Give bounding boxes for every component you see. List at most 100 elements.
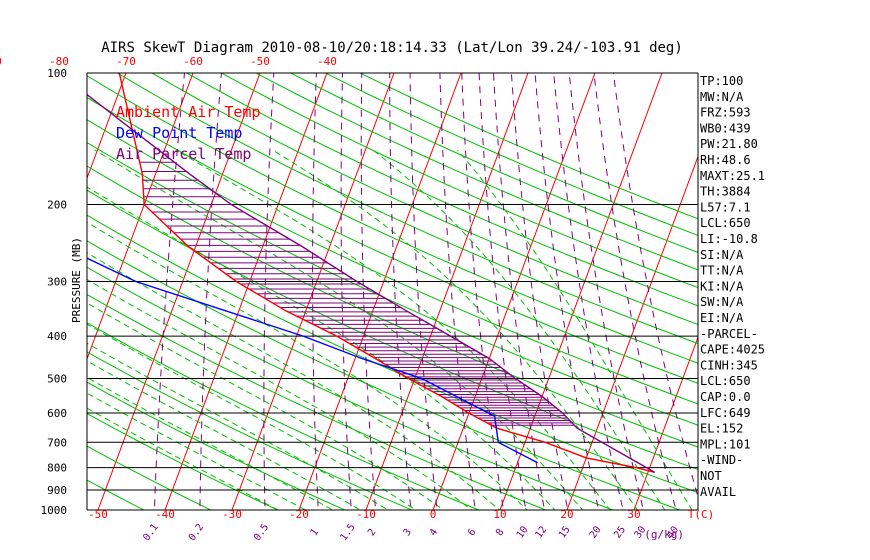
dry-adiabat-line: [87, 381, 347, 510]
isotherm-line: [365, 73, 529, 510]
mixing-ratio-line: [510, 73, 569, 510]
moist-adiabat-line: [87, 302, 445, 510]
legend: Ambient Air Temp Dew Point Temp Air Parcel…: [116, 103, 261, 163]
mixing-ratio-line: [534, 73, 600, 510]
bottom-temp-tick-label: -40: [155, 508, 175, 521]
bottom-temp-tick-label: -30: [222, 508, 242, 521]
index-entry: SW:N/A: [700, 295, 744, 309]
dry-adiabat-line: [87, 322, 481, 510]
pressure-tick-label: 900: [47, 484, 67, 497]
legend-entry: Ambient Air Temp: [116, 103, 261, 121]
dry-adiabat-line: [87, 165, 698, 448]
dry-adiabat-line: [220, 73, 698, 289]
index-entry: -WIND-: [700, 453, 743, 467]
mixing-ratio-line: [263, 73, 275, 510]
moist-adiabat-line: [272, 149, 639, 510]
index-entry: TH:3884: [700, 185, 751, 199]
dry-adiabat-line: [116, 73, 698, 345]
moist-adiabat-line: [87, 278, 473, 510]
mixing-ratio-label: 3: [402, 527, 414, 538]
mixing-ratio-label: 0.5: [252, 522, 271, 543]
dry-adiabat-line: [87, 351, 414, 510]
y-axis-label: PRESSURE (MB): [70, 237, 83, 323]
index-entry: MAXT:25.1: [700, 169, 765, 183]
index-entry: LFC:649: [700, 406, 751, 420]
index-entry: EI:N/A: [700, 311, 744, 325]
bottom-temp-tick-label: 10: [493, 508, 506, 521]
index-entry: L57:7.1: [700, 200, 751, 214]
index-entry: SI:N/A: [700, 248, 744, 262]
isotherm-line: [298, 73, 462, 510]
index-entry: WB0:439: [700, 121, 751, 135]
pressure-tick-label: 300: [47, 276, 67, 289]
mixing-ratio-label: 8: [494, 527, 506, 538]
mixing-ratio-line: [461, 73, 504, 510]
dry-adiabat-line: [87, 214, 698, 494]
top-temp-tick-label: -60: [183, 55, 203, 68]
dry-adiabat-line: [87, 293, 548, 510]
mixing-ratio-label: 12: [533, 524, 549, 540]
pressure-tick-label: 400: [47, 330, 67, 343]
dry-adiabat-line: [324, 73, 698, 236]
top-temp-tick-label: -90: [0, 55, 2, 68]
mixing-ratio-line: [553, 73, 624, 510]
mixing-ratio-line: [593, 73, 677, 510]
mixing-ratio-label: 6: [466, 527, 478, 538]
isotherm-line: [835, 73, 870, 510]
pressure-tick-label: 1000: [41, 504, 68, 517]
mixing-ratio-unit-label: (g/kg): [644, 528, 684, 541]
series-layer: [87, 73, 656, 473]
mixing-ratio-label: 25: [612, 524, 628, 540]
bottom-temp-tick-label: 20: [560, 508, 573, 521]
isotherm-line: [768, 73, 870, 510]
dry-adiabat-line: [87, 75, 698, 364]
mixing-ratio-line: [153, 73, 185, 510]
chart-title: AIRS SkewT Diagram 2010-08-10/20:18:14.3…: [101, 40, 683, 56]
series-line-2: [87, 93, 656, 473]
isotherm-line: [87, 73, 194, 361]
dry-adiabat-line: [0, 63, 26, 519]
pressure-tick-label: 800: [47, 462, 67, 475]
mixing-ratio-line: [389, 73, 412, 510]
mixing-ratio-label: 15: [557, 524, 573, 540]
mixing-ratio-label: 20: [588, 524, 604, 540]
mixing-ratio-line: [478, 73, 527, 510]
mixing-ratio-label: 1.5: [338, 522, 357, 543]
index-entry: TP:100: [700, 74, 743, 88]
moist-adiabat-line: [87, 407, 280, 510]
isotherm-line: [499, 73, 663, 510]
mixing-ratio-line: [612, 73, 698, 499]
isotherm-line: [164, 73, 328, 510]
bottom-temp-tick-label: -10: [356, 508, 376, 521]
mixing-ratio-line: [568, 73, 644, 510]
bottom-temp-tick-label: -20: [289, 508, 309, 521]
mixing-ratio-label: 4: [428, 527, 440, 538]
legend-entry: Dew Point Temp: [116, 124, 242, 142]
mixing-ratio-line: [199, 73, 222, 510]
series-line-1: [87, 257, 538, 464]
index-entry: CAP:0.0: [700, 390, 751, 404]
index-entry: NOT: [700, 469, 722, 483]
dry-adiabat-line: [289, 73, 698, 253]
bottom-temp-tick-label: 30: [627, 508, 640, 521]
isotherm-line: [633, 335, 698, 510]
index-entry: LI:-10.8: [700, 232, 758, 246]
mixing-ratio-label: 10: [515, 524, 531, 540]
index-entry: PW:21.80: [700, 137, 758, 151]
index-entry: LCL:650: [700, 374, 751, 388]
index-entry: KI:N/A: [700, 279, 744, 293]
dry-adiabat-line: [185, 73, 698, 307]
dry-adiabat-line: [87, 189, 698, 471]
index-entry: CINH:345: [700, 358, 758, 372]
moist-adiabat-line: [87, 221, 528, 510]
index-entry: FRZ:593: [700, 106, 751, 120]
top-temp-tick-label: -70: [116, 55, 136, 68]
mixing-ratio-label: 0.1: [141, 522, 160, 543]
index-entry: MPL:101: [700, 437, 751, 451]
legend-entry: Air Parcel Temp: [116, 145, 251, 163]
mixing-ratio-line: [312, 73, 319, 510]
pressure-tick-label: 200: [47, 199, 67, 212]
bottom-temp-tick-label: -50: [88, 508, 108, 521]
dry-adiabat-line: [358, 73, 698, 220]
